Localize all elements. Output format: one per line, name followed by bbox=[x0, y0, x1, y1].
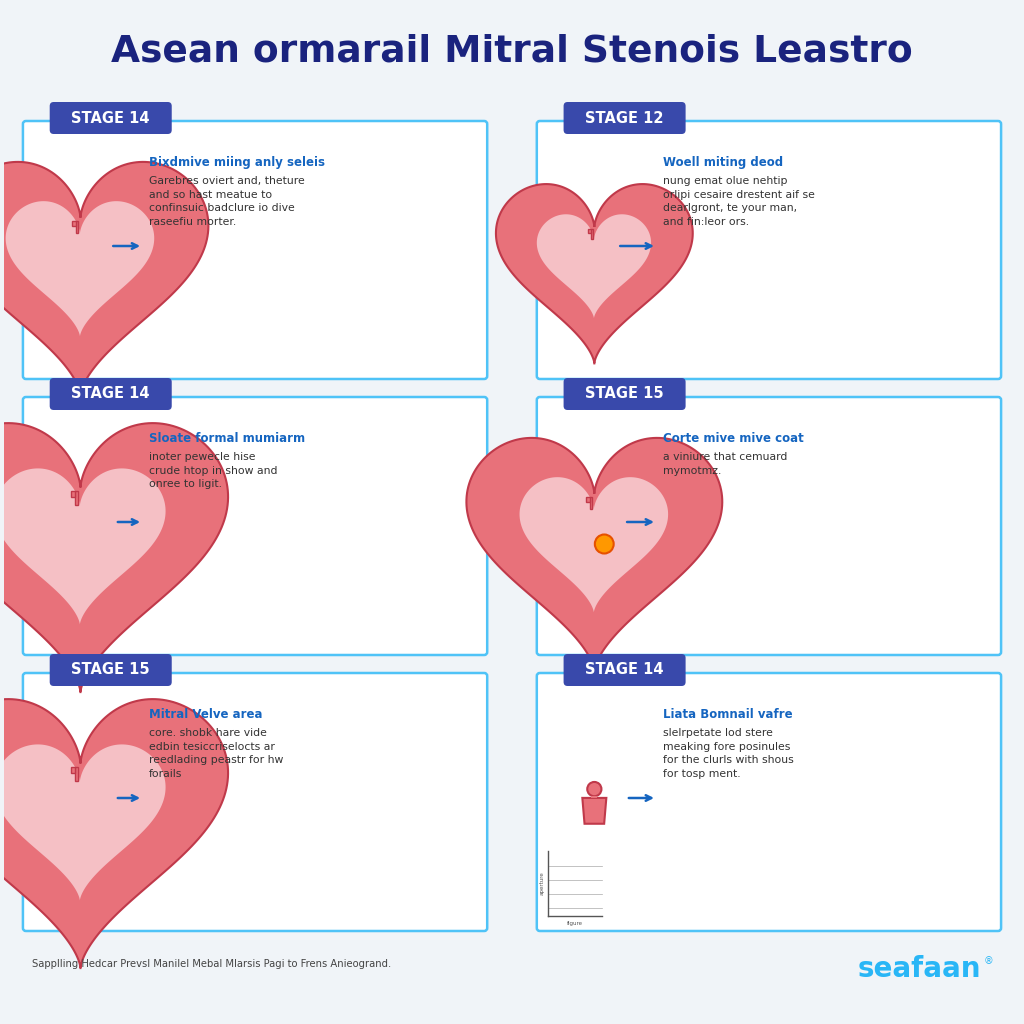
Text: Liata Bomnail vafre: Liata Bomnail vafre bbox=[663, 708, 793, 721]
Polygon shape bbox=[0, 423, 228, 692]
FancyBboxPatch shape bbox=[563, 102, 686, 134]
Circle shape bbox=[595, 535, 613, 554]
Text: STAGE 14: STAGE 14 bbox=[72, 111, 150, 126]
Text: a viniure that cemuard
mymotmz.: a viniure that cemuard mymotmz. bbox=[663, 452, 787, 475]
Text: STAGE 12: STAGE 12 bbox=[586, 111, 664, 126]
FancyBboxPatch shape bbox=[50, 654, 172, 686]
Text: Sapplling Hedcar Prevsl Manilel Mebal Mlarsis Pagi to Frens Anieogrand.: Sapplling Hedcar Prevsl Manilel Mebal Ml… bbox=[32, 959, 391, 969]
FancyBboxPatch shape bbox=[23, 121, 487, 379]
Text: figure: figure bbox=[567, 921, 583, 926]
Text: STAGE 15: STAGE 15 bbox=[586, 386, 664, 401]
Polygon shape bbox=[75, 490, 78, 505]
Polygon shape bbox=[0, 162, 209, 395]
Text: Sloate formal mumiarm: Sloate formal mumiarm bbox=[148, 432, 305, 445]
Polygon shape bbox=[0, 744, 166, 900]
Text: slelrpetate lod stere
meaking fore posinules
for the clurls with shous
for tosp : slelrpetate lod stere meaking fore posin… bbox=[663, 728, 794, 779]
Text: Mitral Velve area: Mitral Velve area bbox=[148, 708, 262, 721]
FancyBboxPatch shape bbox=[537, 121, 1001, 379]
Text: inoter pewecle hise
crude htop in show and
onree to ligit.: inoter pewecle hise crude htop in show a… bbox=[148, 452, 278, 489]
Polygon shape bbox=[71, 767, 75, 773]
Polygon shape bbox=[591, 796, 597, 798]
Polygon shape bbox=[588, 229, 591, 233]
Polygon shape bbox=[590, 497, 592, 509]
Polygon shape bbox=[0, 468, 166, 625]
Text: core. shobk hare vide
edbin tesiccriselocts ar
reedlading peastr for hw
forails: core. shobk hare vide edbin tesiccriselo… bbox=[148, 728, 284, 779]
Circle shape bbox=[587, 782, 601, 797]
Polygon shape bbox=[75, 767, 78, 781]
FancyBboxPatch shape bbox=[23, 397, 487, 655]
Polygon shape bbox=[586, 497, 590, 502]
Text: Woell miting deod: Woell miting deod bbox=[663, 156, 783, 169]
Polygon shape bbox=[537, 214, 651, 318]
Text: Garebres oviert and, theture
and so hast meatue to
confinsuic badclure io dive
r: Garebres oviert and, theture and so hast… bbox=[148, 176, 305, 226]
Polygon shape bbox=[0, 699, 228, 968]
Text: STAGE 14: STAGE 14 bbox=[72, 386, 150, 401]
FancyBboxPatch shape bbox=[563, 654, 686, 686]
Text: STAGE 15: STAGE 15 bbox=[72, 663, 151, 678]
FancyBboxPatch shape bbox=[50, 378, 172, 410]
Text: nung emat olue nehtip
orlipi cesaire drestent aif se
dearlgront, te your man,
an: nung emat olue nehtip orlipi cesaire dre… bbox=[663, 176, 815, 226]
Polygon shape bbox=[583, 798, 606, 823]
FancyBboxPatch shape bbox=[563, 378, 686, 410]
FancyBboxPatch shape bbox=[23, 673, 487, 931]
Polygon shape bbox=[591, 229, 593, 239]
Text: Bixdmive miing anly seleis: Bixdmive miing anly seleis bbox=[148, 156, 325, 169]
FancyBboxPatch shape bbox=[537, 397, 1001, 655]
Polygon shape bbox=[466, 438, 722, 671]
Polygon shape bbox=[519, 477, 668, 612]
Polygon shape bbox=[496, 184, 693, 364]
Text: Asean ormarail Mitral Stenois Leastro: Asean ormarail Mitral Stenois Leastro bbox=[112, 34, 912, 70]
Text: aperture: aperture bbox=[540, 871, 545, 895]
FancyBboxPatch shape bbox=[50, 102, 172, 134]
Polygon shape bbox=[73, 220, 76, 225]
Polygon shape bbox=[76, 220, 79, 233]
Text: Corte mive mive coat: Corte mive mive coat bbox=[663, 432, 804, 445]
Text: seafaan: seafaan bbox=[858, 955, 981, 983]
Polygon shape bbox=[6, 201, 155, 337]
Text: ®: ® bbox=[983, 956, 993, 966]
FancyBboxPatch shape bbox=[537, 673, 1001, 931]
Polygon shape bbox=[71, 490, 75, 497]
Text: STAGE 14: STAGE 14 bbox=[586, 663, 664, 678]
